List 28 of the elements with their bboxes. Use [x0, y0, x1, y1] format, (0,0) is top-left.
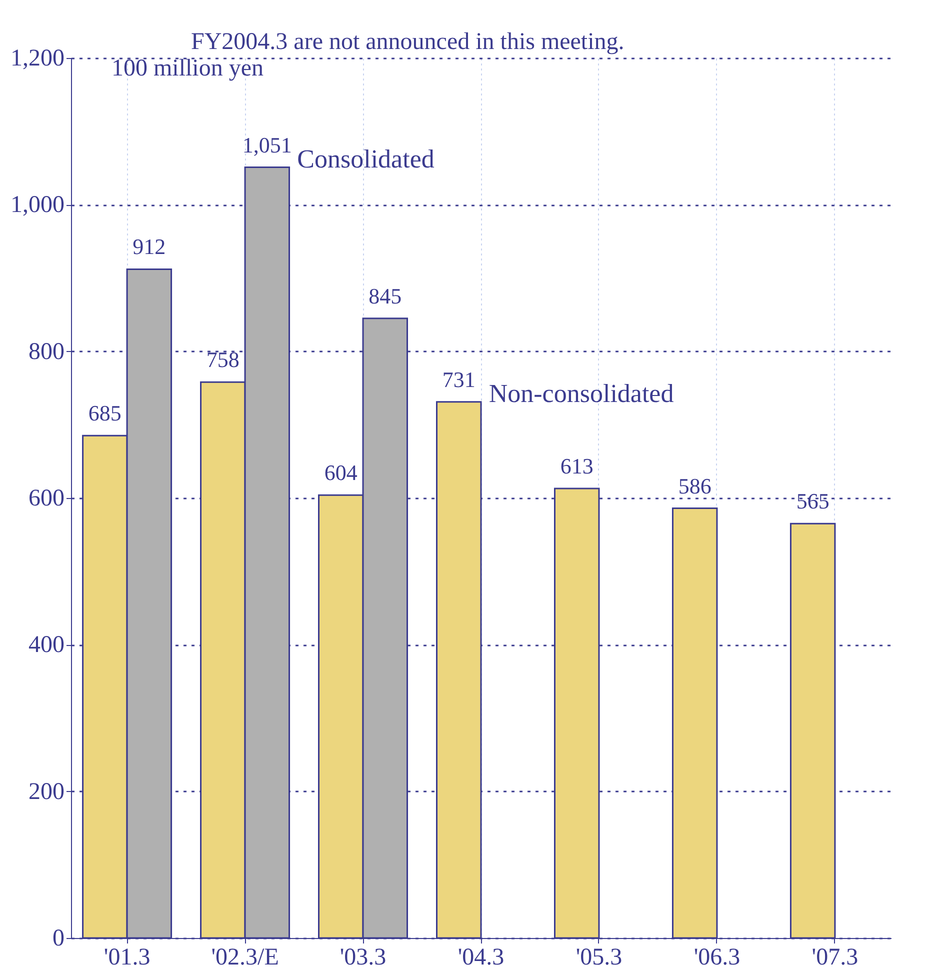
series-label: Non-consolidated: [488, 378, 674, 408]
y-tick-label: 0: [52, 926, 64, 952]
x-tick-label: '05.3: [576, 944, 622, 967]
data-label: 604: [324, 460, 358, 486]
y-tick-label: 1,200: [10, 46, 64, 72]
x-tick-label: '01.3: [104, 944, 150, 967]
x-tick-label: '03.3: [340, 944, 386, 967]
data-label: 586: [678, 473, 712, 498]
y-tick-label: 1,000: [10, 192, 64, 218]
y-tick-label: 600: [28, 486, 64, 512]
data-label: 758: [206, 347, 240, 372]
data-label: 1,051: [242, 132, 292, 158]
data-label: 613: [560, 453, 594, 478]
y-axis-title: 100 million yen: [112, 56, 264, 82]
x-tick-label: '02.3/E: [211, 944, 279, 967]
data-label: 685: [88, 400, 122, 426]
data-label: 731: [442, 366, 476, 392]
y-tick-label: 800: [28, 338, 64, 365]
x-tick-label: '04.3: [458, 944, 504, 967]
x-tick-label: '07.3: [812, 944, 858, 967]
data-label: 565: [796, 488, 830, 514]
y-tick-label: 400: [28, 632, 64, 658]
text: FY2004.3 are not announced in this meeting.: [191, 29, 624, 55]
x-tick-label: '06.3: [694, 944, 740, 967]
data-label: 845: [368, 283, 402, 308]
y-tick-label: 200: [28, 778, 64, 805]
series-label: Consolidated: [297, 144, 434, 174]
data-label: 912: [132, 234, 166, 260]
